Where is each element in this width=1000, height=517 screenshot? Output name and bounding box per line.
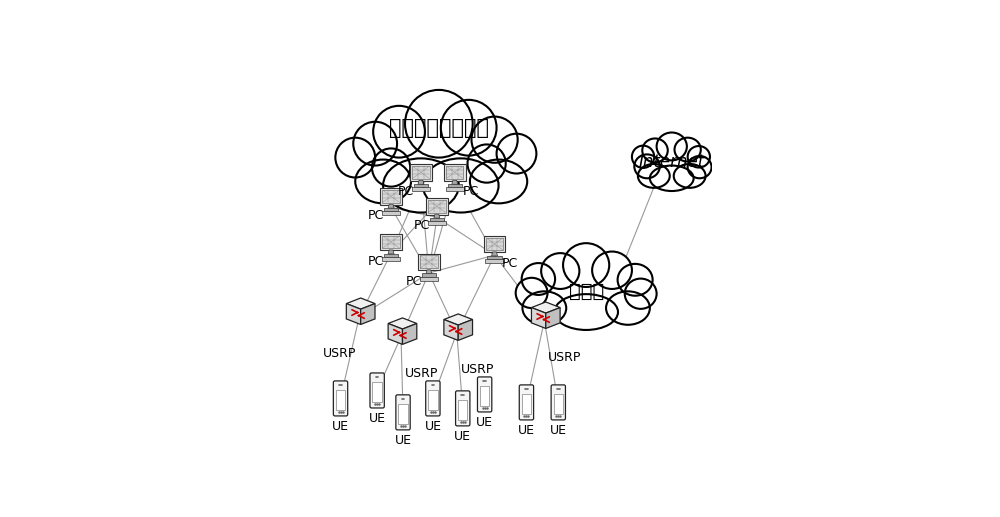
- Polygon shape: [402, 324, 417, 344]
- Polygon shape: [418, 180, 424, 184]
- FancyBboxPatch shape: [428, 221, 446, 225]
- Text: USRP: USRP: [323, 347, 356, 360]
- FancyBboxPatch shape: [420, 255, 438, 268]
- FancyBboxPatch shape: [412, 187, 430, 191]
- Polygon shape: [388, 318, 417, 329]
- Polygon shape: [492, 252, 498, 256]
- Polygon shape: [531, 302, 560, 313]
- Text: USRP: USRP: [548, 351, 582, 363]
- FancyBboxPatch shape: [384, 253, 398, 257]
- FancyBboxPatch shape: [380, 234, 402, 250]
- FancyBboxPatch shape: [384, 208, 398, 211]
- Polygon shape: [346, 303, 361, 325]
- FancyBboxPatch shape: [420, 277, 438, 281]
- FancyBboxPatch shape: [484, 236, 505, 252]
- Text: 分布式云计算平台: 分布式云计算平台: [389, 118, 489, 138]
- Polygon shape: [546, 308, 560, 328]
- FancyBboxPatch shape: [398, 404, 408, 424]
- Text: PC: PC: [368, 209, 384, 222]
- Text: UE: UE: [332, 420, 349, 433]
- Text: UE: UE: [476, 416, 493, 429]
- FancyBboxPatch shape: [382, 257, 400, 261]
- Text: PC: PC: [414, 219, 430, 232]
- FancyBboxPatch shape: [480, 386, 489, 406]
- FancyBboxPatch shape: [485, 258, 504, 263]
- Text: UE: UE: [454, 430, 471, 443]
- Polygon shape: [388, 250, 394, 254]
- FancyBboxPatch shape: [522, 394, 531, 414]
- Polygon shape: [388, 324, 402, 344]
- FancyBboxPatch shape: [382, 211, 400, 215]
- Text: USRP: USRP: [461, 362, 494, 375]
- Text: UE: UE: [424, 420, 441, 433]
- FancyBboxPatch shape: [446, 166, 463, 179]
- FancyBboxPatch shape: [551, 385, 565, 420]
- FancyBboxPatch shape: [380, 188, 402, 205]
- Text: UE: UE: [395, 434, 412, 447]
- Polygon shape: [458, 320, 473, 340]
- Text: PC: PC: [406, 275, 422, 288]
- FancyBboxPatch shape: [336, 390, 345, 410]
- Text: PC: PC: [463, 186, 479, 199]
- FancyBboxPatch shape: [422, 273, 436, 277]
- FancyBboxPatch shape: [382, 190, 400, 203]
- FancyBboxPatch shape: [519, 385, 534, 420]
- FancyBboxPatch shape: [426, 381, 440, 416]
- Polygon shape: [444, 320, 458, 340]
- Text: PC: PC: [398, 186, 414, 199]
- FancyBboxPatch shape: [333, 381, 348, 416]
- Polygon shape: [346, 298, 375, 309]
- FancyBboxPatch shape: [428, 390, 438, 410]
- Polygon shape: [434, 214, 440, 218]
- FancyBboxPatch shape: [382, 236, 400, 248]
- Text: UE: UE: [518, 424, 535, 437]
- FancyBboxPatch shape: [414, 184, 428, 187]
- FancyBboxPatch shape: [412, 166, 430, 179]
- FancyBboxPatch shape: [554, 394, 563, 414]
- Text: 核心网: 核心网: [569, 281, 604, 300]
- Polygon shape: [361, 303, 375, 325]
- FancyBboxPatch shape: [418, 253, 440, 270]
- FancyBboxPatch shape: [372, 382, 382, 402]
- FancyBboxPatch shape: [446, 187, 464, 191]
- FancyBboxPatch shape: [458, 400, 467, 420]
- Text: PC: PC: [368, 255, 384, 268]
- Text: Internet: Internet: [639, 154, 705, 171]
- Polygon shape: [388, 204, 394, 208]
- Text: PC: PC: [502, 257, 518, 270]
- Text: USRP: USRP: [405, 367, 438, 379]
- FancyBboxPatch shape: [396, 395, 410, 430]
- Polygon shape: [426, 270, 432, 274]
- Polygon shape: [444, 314, 473, 325]
- Polygon shape: [531, 308, 546, 328]
- FancyBboxPatch shape: [477, 377, 492, 412]
- FancyBboxPatch shape: [426, 198, 448, 215]
- FancyBboxPatch shape: [428, 200, 446, 212]
- FancyBboxPatch shape: [444, 164, 466, 180]
- Polygon shape: [452, 180, 458, 184]
- Text: UE: UE: [369, 413, 386, 425]
- FancyBboxPatch shape: [486, 237, 503, 250]
- FancyBboxPatch shape: [410, 164, 432, 180]
- FancyBboxPatch shape: [487, 255, 502, 258]
- FancyBboxPatch shape: [448, 184, 462, 187]
- FancyBboxPatch shape: [430, 218, 444, 221]
- FancyBboxPatch shape: [456, 391, 470, 426]
- FancyBboxPatch shape: [370, 373, 384, 408]
- Text: UE: UE: [550, 424, 567, 437]
